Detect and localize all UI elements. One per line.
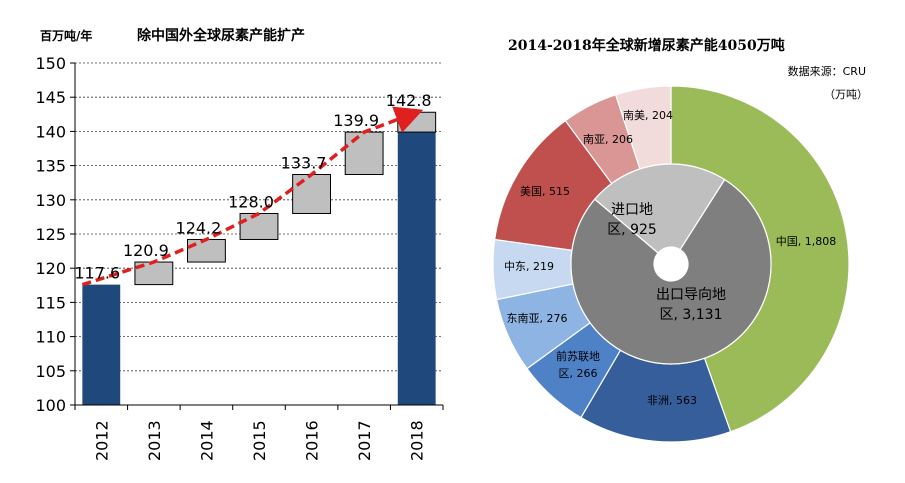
x-tick-label: 2018 bbox=[408, 420, 427, 461]
y-tick-label: 130 bbox=[35, 191, 66, 210]
value-label: 117.6 bbox=[74, 264, 120, 283]
donut-hole bbox=[654, 247, 688, 281]
increment-bar-2017 bbox=[344, 131, 384, 175]
y-tick-label: 110 bbox=[35, 328, 66, 347]
inner-label: 区, 925 bbox=[607, 222, 657, 238]
outer-label: 南亚, 206 bbox=[583, 133, 633, 146]
donut-outer-ring bbox=[492, 85, 850, 443]
value-label: 139.9 bbox=[333, 111, 379, 130]
x-tick-label: 2013 bbox=[145, 420, 164, 461]
y-axis-unit-label: 百万吨/年 bbox=[40, 28, 92, 43]
waterfall-axes: 100 105 110 115 120 125 130 135 140 145 150 2012 201… bbox=[35, 54, 444, 461]
waterfall-bars bbox=[82, 111, 437, 406]
outer-label: 中东, 219 bbox=[504, 260, 554, 273]
outer-label: 美国, 515 bbox=[520, 185, 570, 198]
x-tick-label: 2014 bbox=[197, 420, 216, 461]
y-tick-label: 115 bbox=[35, 293, 66, 312]
donut-title: 2014-2018年全球新增尿素产能4050万吨 bbox=[508, 37, 785, 54]
inner-label: 区, 3,131 bbox=[660, 307, 723, 323]
value-label: 128.0 bbox=[228, 192, 274, 211]
trend-line bbox=[81, 106, 424, 287]
donut-unit: （万吨） bbox=[824, 88, 868, 101]
inner-label: 进口地 bbox=[611, 202, 653, 218]
y-tick-label: 140 bbox=[35, 122, 66, 141]
x-tick-label: 2016 bbox=[303, 420, 322, 461]
inner-label: 出口导向地 bbox=[656, 287, 726, 303]
value-label: 133.7 bbox=[281, 153, 327, 172]
outer-label: 南美, 204 bbox=[623, 109, 673, 122]
increment-bar-2015 bbox=[239, 212, 279, 240]
y-tick-label: 100 bbox=[35, 396, 66, 415]
total-bar-2018 bbox=[397, 132, 436, 406]
y-tick-label: 105 bbox=[35, 362, 66, 381]
value-label: 120.9 bbox=[123, 241, 169, 260]
total-bar-2012 bbox=[82, 284, 121, 405]
increment-bar-2016 bbox=[292, 173, 331, 214]
increment-bar-2018 bbox=[397, 111, 437, 133]
outer-label: 中国, 1,808 bbox=[776, 235, 836, 248]
y-tick-label: 145 bbox=[35, 88, 66, 107]
y-tick-label: 135 bbox=[35, 157, 66, 176]
x-tick-label: 2015 bbox=[250, 420, 269, 461]
x-tick-label: 2017 bbox=[355, 420, 374, 461]
donut-source: 数据来源：CRU bbox=[788, 64, 866, 78]
y-tick-label: 150 bbox=[35, 54, 66, 73]
waterfall-chart: 百万吨/年 除中国外全球尿素产能扩产 117.6120.9124.2128.01… bbox=[35, 27, 444, 461]
waterfall-title: 除中国外全球尿素产能扩产 bbox=[137, 27, 305, 44]
y-tick-label: 125 bbox=[35, 225, 66, 244]
outer-label: 东南亚, 276 bbox=[507, 312, 568, 325]
increment-bar-2014 bbox=[187, 238, 226, 263]
donut-chart: 2014-2018年全球新增尿素产能4050万吨 数据来源：CRU （万吨） 中… bbox=[492, 37, 868, 443]
x-tick-label: 2012 bbox=[92, 420, 111, 461]
waterfall-trend-line bbox=[81, 106, 424, 287]
value-label: 124.2 bbox=[176, 218, 222, 237]
outer-label: 非洲, 563 bbox=[647, 394, 697, 407]
value-label: 142.8 bbox=[386, 91, 432, 110]
donut-inner-ring bbox=[570, 163, 772, 365]
y-tick-label: 120 bbox=[35, 259, 66, 278]
outer-label: 前苏联地 bbox=[556, 349, 600, 363]
outer-label: 区, 266 bbox=[559, 367, 598, 380]
